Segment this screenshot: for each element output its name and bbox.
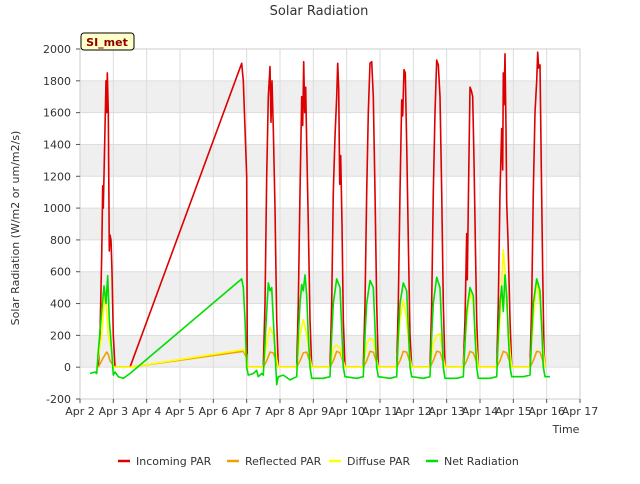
y-tick-label: 0 (64, 361, 71, 374)
x-tick-label: Apr 3 (99, 405, 129, 418)
x-tick-label: Apr 17 (562, 405, 599, 418)
plot-band (80, 144, 580, 177)
station-badge-label: SI_met (86, 36, 128, 49)
legend-label: Incoming PAR (136, 455, 212, 468)
x-tick-label: Apr 13 (428, 405, 465, 418)
x-tick-label: Apr 10 (328, 405, 365, 418)
y-tick-label: 1200 (43, 170, 71, 183)
y-tick-label: 1800 (43, 75, 71, 88)
y-tick-label: -200 (46, 393, 71, 406)
x-tick-label: Apr 9 (299, 405, 329, 418)
x-tick-label: Apr 8 (265, 405, 295, 418)
plot-band (80, 80, 580, 113)
legend-label: Reflected PAR (245, 455, 322, 468)
y-tick-label: 1600 (43, 107, 71, 120)
plot-frame (79, 48, 581, 400)
series-line-net-radiation (89, 274, 550, 386)
legend-item: Incoming PAR (118, 455, 212, 468)
plot-band (80, 208, 580, 240)
x-tick-label: Apr 15 (495, 405, 532, 418)
x-tick-label: Apr 6 (199, 405, 229, 418)
chart-title: Solar Radiation (270, 4, 369, 19)
y-tick-label: 2000 (43, 43, 71, 56)
x-tick-label: Apr 12 (395, 405, 432, 418)
x-tick-label: Apr 11 (362, 405, 399, 418)
y-tick-label: 1400 (43, 138, 71, 151)
series-line-incoming-par (97, 51, 546, 368)
y-tick-label: 400 (50, 298, 71, 311)
legend-item: Net Radiation (426, 455, 519, 468)
x-tick-label: Apr 7 (232, 405, 262, 418)
x-tick-label: Apr 2 (65, 405, 95, 418)
y-tick-label: 600 (50, 266, 71, 279)
x-tick-label: Apr 16 (528, 405, 565, 418)
y-axis-label: Solar Radiation (W/m2 or um/m2/s) (9, 131, 22, 326)
station-badge-box (80, 32, 135, 51)
y-tick-label: 1000 (43, 202, 71, 215)
y-tick-label: 200 (50, 329, 71, 342)
x-axis-label: Time (552, 423, 580, 436)
legend-item: Diffuse PAR (329, 455, 411, 468)
station-badge: SI_met (80, 32, 135, 51)
x-tick-label: Apr 5 (165, 405, 195, 418)
x-tick-label: Apr 4 (132, 405, 162, 418)
legend-label: Net Radiation (444, 455, 519, 468)
legend-item: Reflected PAR (227, 455, 322, 468)
axes: -200 0 200 400 600 800 1000 1200 1400 1600 1800 200… (43, 43, 598, 418)
legend: Incoming PAR Reflected PAR Diffuse PAR Net … (118, 455, 519, 468)
legend-label: Diffuse PAR (347, 455, 411, 468)
series-layer (89, 51, 550, 386)
x-tick-label: Apr 14 (462, 405, 499, 418)
y-tick-label: 800 (50, 234, 71, 247)
